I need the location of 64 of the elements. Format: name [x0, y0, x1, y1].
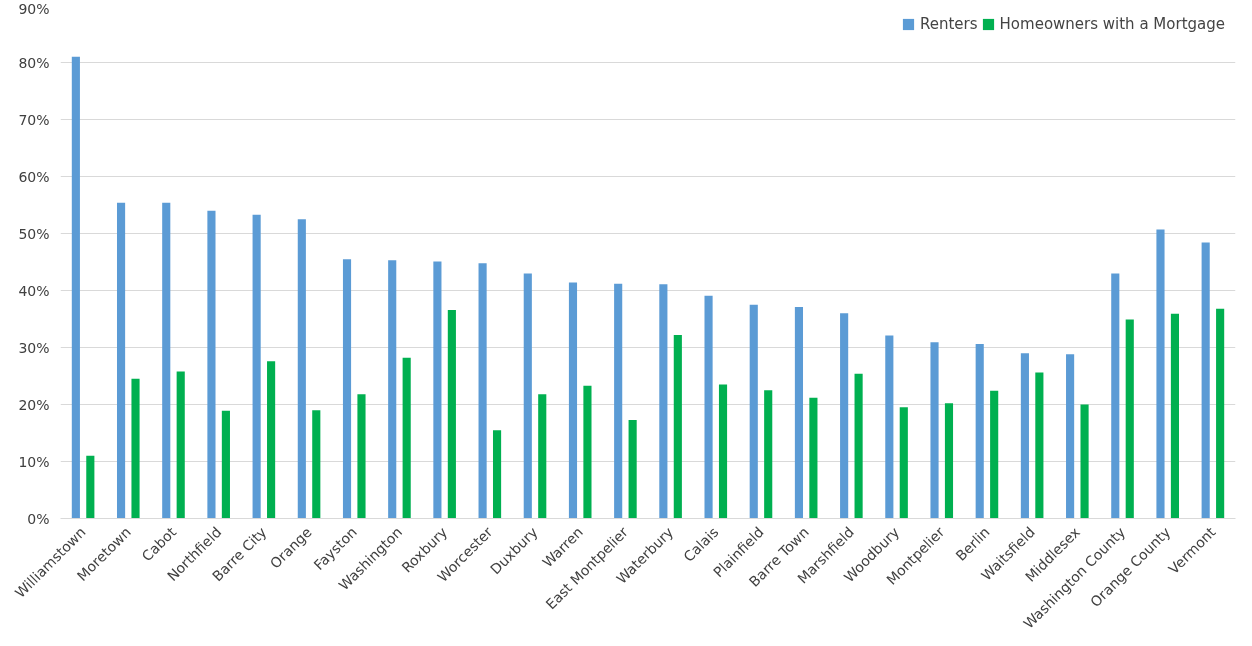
- bar: [207, 210, 216, 519]
- bar: [342, 259, 352, 519]
- bar: [402, 357, 411, 519]
- bar: [1125, 319, 1134, 519]
- bar: [809, 397, 818, 519]
- bar: [492, 430, 502, 519]
- bar: [523, 273, 532, 519]
- y-tick-label: 0%: [27, 510, 50, 527]
- bar: [1080, 404, 1089, 519]
- bar: [1066, 354, 1075, 519]
- bar: [583, 385, 592, 519]
- bar: [990, 390, 999, 519]
- legend-label: Renters: [920, 15, 978, 33]
- bar: [478, 263, 487, 519]
- bar: [975, 344, 984, 519]
- bar: [1170, 313, 1180, 519]
- bar: [162, 202, 171, 519]
- bar: [86, 455, 95, 519]
- y-tick-label: 30%: [18, 339, 50, 356]
- bar: [221, 410, 230, 519]
- y-tick-label: 80%: [18, 54, 50, 71]
- bar: [447, 309, 456, 519]
- bar: [704, 295, 713, 519]
- bar: [930, 342, 939, 519]
- bar: [1111, 273, 1120, 519]
- legend-label: Homeowners with a Mortgage: [999, 15, 1225, 33]
- bar: [71, 56, 80, 519]
- y-tick-label: 20%: [18, 396, 50, 413]
- bar: [131, 378, 140, 519]
- bar: [1216, 308, 1225, 519]
- y-tick-label: 90%: [18, 0, 50, 17]
- bar: [673, 334, 682, 519]
- bar: [718, 384, 728, 519]
- bar: [1035, 372, 1044, 519]
- bar: [749, 304, 758, 519]
- y-tick-label: 40%: [18, 282, 50, 299]
- bar: [538, 394, 547, 519]
- bar: [1201, 242, 1210, 519]
- bar: [1156, 229, 1165, 519]
- bar: [433, 261, 442, 519]
- bar: [252, 214, 261, 519]
- bar: [944, 403, 954, 519]
- bar: [568, 282, 578, 519]
- bar: [267, 361, 276, 519]
- bar: [854, 373, 863, 519]
- bar: [116, 202, 126, 519]
- y-tick-label: 50%: [18, 225, 50, 242]
- bar: [614, 283, 623, 519]
- y-tick-label: 10%: [18, 453, 50, 470]
- bar: [312, 410, 321, 519]
- bar: [1020, 353, 1029, 519]
- bar: [885, 335, 894, 519]
- bar: [297, 219, 306, 519]
- bar: [357, 394, 366, 519]
- bar: [628, 419, 637, 519]
- y-tick-label: 70%: [18, 111, 50, 128]
- bar: [388, 260, 397, 519]
- bar: [794, 307, 804, 519]
- bar: [764, 390, 773, 519]
- bar: [840, 313, 849, 519]
- y-tick-label: 60%: [18, 168, 50, 185]
- bar: [176, 371, 185, 519]
- bar: [899, 407, 908, 519]
- bar: [659, 284, 668, 519]
